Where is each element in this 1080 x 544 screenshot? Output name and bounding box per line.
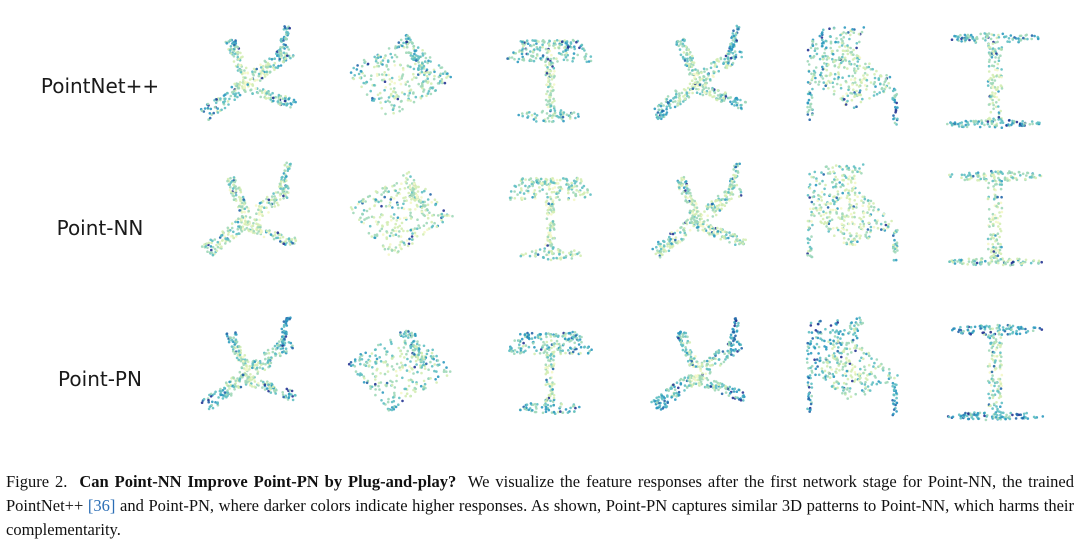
point-cloud-airplane	[651, 162, 747, 259]
caption-prefix: Figure 2.	[6, 472, 68, 491]
figure-caption: Figure 2. Can Point-NN Improve Point-PN …	[6, 470, 1074, 542]
citation-link[interactable]: [36]	[87, 496, 116, 515]
row-label-point-nn: Point-NN	[56, 216, 144, 240]
point-cloud-table	[506, 38, 593, 124]
point-cloud-airplane	[650, 317, 746, 411]
point-cloud-chair	[806, 26, 899, 126]
point-cloud-chair	[806, 163, 899, 262]
point-cloud-airplane	[199, 25, 297, 121]
point-cloud-table	[508, 176, 592, 262]
caption-text-2: and Point-PN, where darker colors indica…	[6, 496, 1074, 539]
row-label-point-pn: Point-PN	[58, 367, 142, 391]
caption-text-1: We visualize the feature responses after…	[6, 472, 1074, 515]
point-cloud-bed	[347, 329, 452, 412]
point-cloud-itable	[946, 32, 1041, 129]
point-cloud-chair	[805, 316, 899, 417]
point-cloud-airplane	[653, 24, 747, 121]
figure-panel: PointNet++ Point-NN Point-PN	[40, 24, 1045, 422]
point-cloud-table	[508, 330, 593, 416]
point-cloud-itable	[948, 169, 1043, 267]
row-label-pointnet: PointNet++	[40, 74, 160, 98]
point-cloud-grid	[199, 24, 1045, 422]
point-cloud-airplane	[200, 161, 298, 257]
point-cloud-bed	[349, 170, 454, 256]
caption-title: Can Point-NN Improve Point-PN by Plug-an…	[79, 472, 457, 491]
point-cloud-airplane	[200, 316, 297, 411]
point-cloud-itable	[946, 323, 1045, 422]
point-cloud-bed	[349, 33, 453, 116]
